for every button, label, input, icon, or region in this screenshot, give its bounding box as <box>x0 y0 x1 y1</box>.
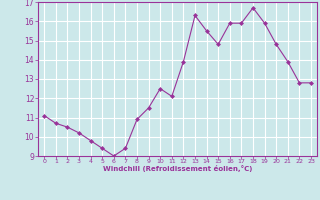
X-axis label: Windchill (Refroidissement éolien,°C): Windchill (Refroidissement éolien,°C) <box>103 165 252 172</box>
